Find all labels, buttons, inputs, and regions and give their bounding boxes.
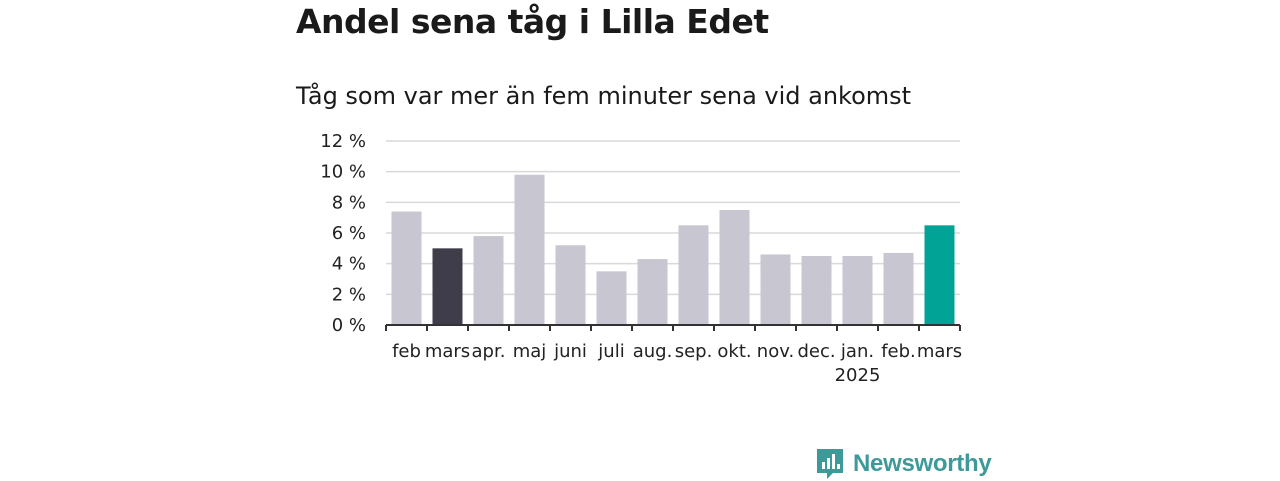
gridlines [386,140,960,296]
y-tick-label: 0 % [332,315,366,336]
y-tick-label: 8 % [332,192,366,213]
x-tick-label: feb. [881,341,916,362]
x-tick-label: aug. [633,341,673,362]
bar [432,248,463,325]
y-tick-label: 4 % [332,254,366,275]
chart-subtitle: Tåg som var mer än fem minuter sena vid … [296,82,912,110]
x-tick-label: apr. [472,341,506,362]
bar [391,211,422,325]
x-tick-label: nov. [757,341,794,362]
x-year-label: 2025 [835,365,881,386]
bar [555,245,586,325]
bar [719,210,750,325]
bar [883,252,914,325]
y-axis-labels: 0 % 2 % 4 % 6 % 8 % 10 % 12 % [320,131,366,336]
bar [842,256,873,325]
x-tick-label: mars [917,341,962,362]
x-axis-labels: feb mars apr. maj juni juli aug. sep. okt. nov. de… [392,341,962,386]
bar [801,256,832,325]
x-tick-label: juni [553,341,587,362]
x-tick-label: mars [425,341,470,362]
bar [473,236,504,325]
x-tick-label: dec. [797,341,835,362]
bar [678,225,709,325]
bar [596,271,627,325]
y-tick-label: 12 % [320,131,366,152]
bars [391,174,955,325]
brand-name: Newsworthy [853,450,992,477]
bar [637,259,668,325]
y-tick-label: 10 % [320,162,366,183]
x-tick-label: juli [597,341,624,362]
x-axis [385,324,961,331]
bar [924,225,955,325]
x-tick-label: maj [513,341,547,362]
y-tick-label: 6 % [332,223,366,244]
y-tick-label: 2 % [332,284,366,305]
x-tick-label: sep. [675,341,713,362]
x-tick-label: jan. [840,341,874,362]
x-tick-label: feb [392,341,421,362]
bar [514,174,545,325]
bar [760,254,791,325]
newsworthy-brand: Newsworthy [815,447,992,481]
x-tick-label: okt. [717,341,751,362]
chart-title: Andel sena tåg i Lilla Edet [296,2,769,41]
newsworthy-logo-icon [817,449,843,479]
